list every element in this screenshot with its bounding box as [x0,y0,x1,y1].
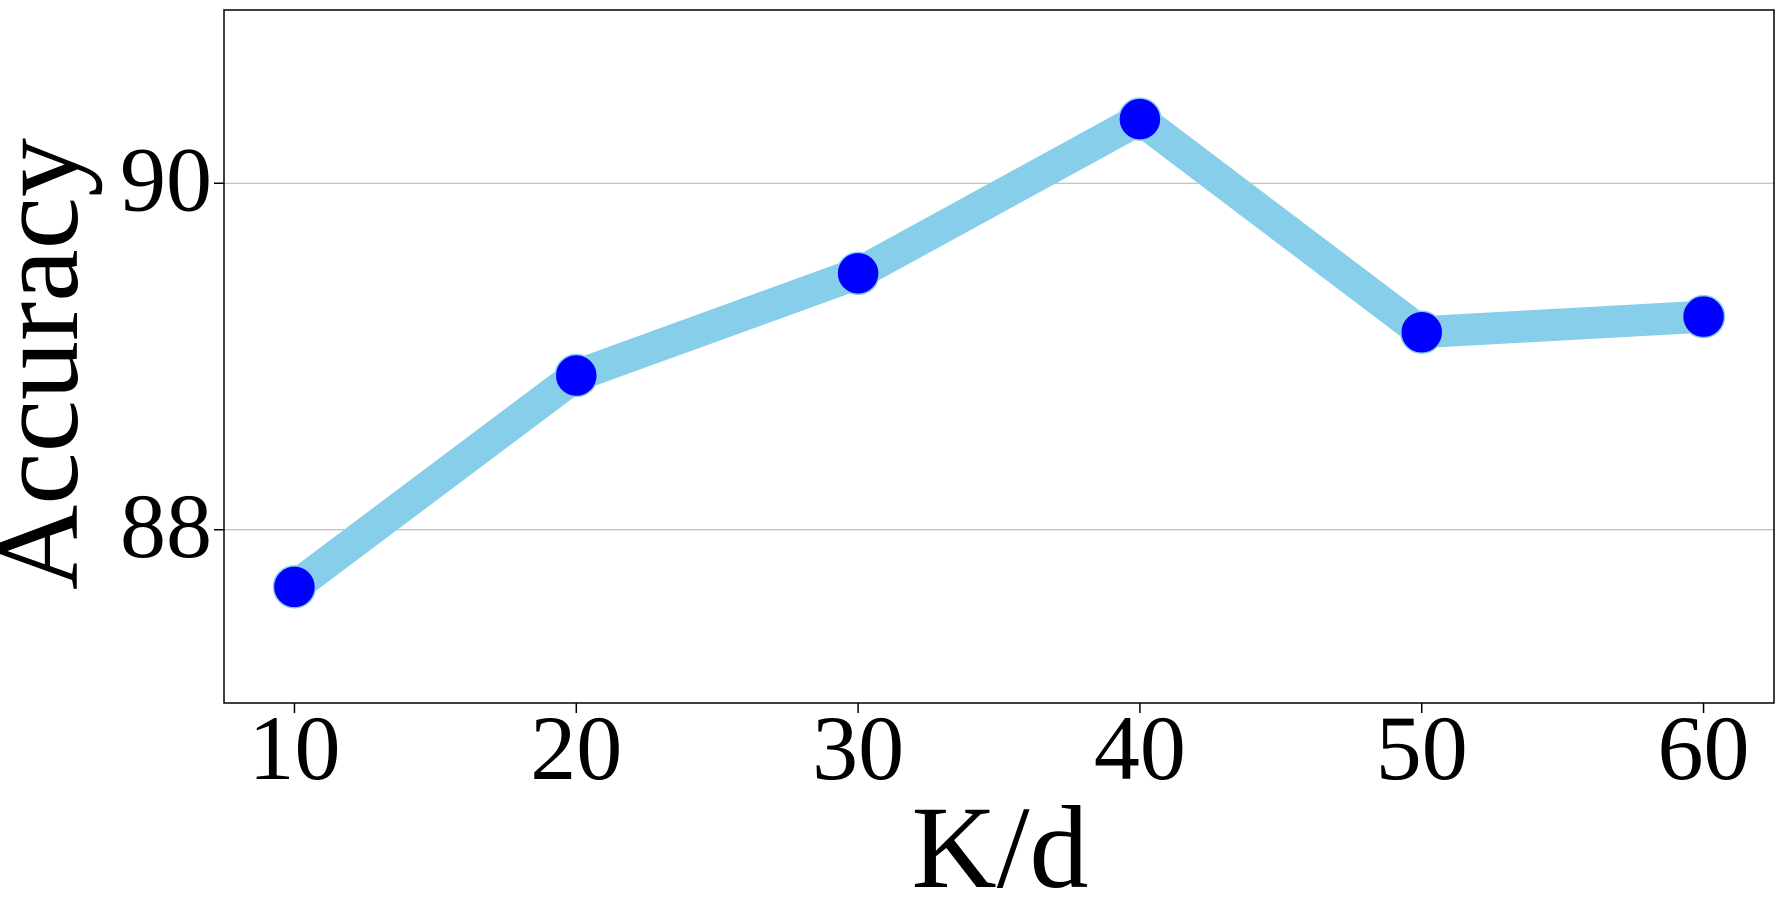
x-tick-label: 10 [248,697,340,799]
x-tick-label: 20 [530,697,622,799]
x-axis-label: K/d [912,782,1089,913]
data-point [272,565,317,609]
data-point [836,251,880,296]
x-tick-label: 30 [812,697,904,799]
y-tick-label: 88 [120,475,212,577]
data-point [1118,97,1162,141]
plot-frame [223,9,1775,704]
series-line [284,100,1705,600]
data-point [1681,294,1726,339]
x-tick-label: 40 [1094,697,1186,799]
x-tick-label: 60 [1658,697,1750,799]
x-tick-label: 50 [1376,697,1468,799]
data-point [554,353,599,398]
y-axis-label: Accuracy [0,138,103,590]
data-point [1399,310,1444,354]
y-tick-label: 90 [120,128,212,230]
